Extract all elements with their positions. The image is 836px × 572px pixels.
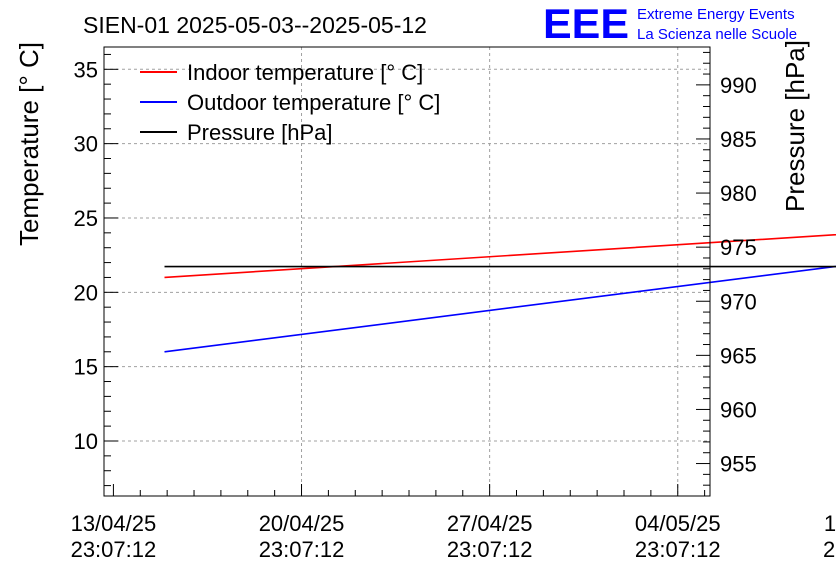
x-tick-label-date: 27/04/25 [447,511,533,536]
x-tick-label-time: 23:07:12 [447,537,533,562]
series-line-outdoor-temperature [164,265,836,353]
x-tick-label-date: 04/05/25 [635,511,721,536]
y-right-tick-label: 980 [720,181,757,206]
x-tick-label-time: 23:07:12 [71,537,157,562]
logo-line-1: Extreme Energy Events [637,6,795,23]
x-tick-label-time: 23:07:12 [823,537,836,562]
y-left-tick-label: 20 [74,280,98,305]
y-axis-label-right: Pressure [hPa] [780,40,810,212]
x-tick-label-time: 23:07:12 [635,537,721,562]
legend-label-pressure: Pressure [hPa] [187,120,333,145]
legend: Indoor temperature [° C] Outdoor tempera… [140,60,440,145]
plot-frame [103,46,711,497]
logo-mark: EEE [543,0,629,47]
y-right-tick-label: 965 [720,343,757,368]
y-right-tick-label: 975 [720,235,757,260]
x-tick-label-date: 13/04/25 [71,511,157,536]
y-left-tick-label: 30 [74,132,98,157]
legend-label-outdoor: Outdoor temperature [° C] [187,90,440,115]
eee-logo: EEE Extreme Energy Events La Scienza nel… [543,0,797,47]
y-right-tick-label: 960 [720,397,757,422]
y-left-tick-label: 35 [74,57,98,82]
y-right-tick-label: 970 [720,289,757,314]
y-right-tick-label: 990 [720,73,757,98]
grid-layer [104,47,710,496]
y-left-tick-label: 15 [74,355,98,380]
y-axis-label-left: Temperature [° C] [14,42,44,246]
x-tick-label-date: 20/04/25 [259,511,345,536]
x-tick-label-time: 23:07:12 [259,537,345,562]
y-right-tick-label: 985 [720,127,757,152]
chart-title: SIEN-01 2025-05-03--2025-05-12 [83,12,427,38]
legend-label-indoor: Indoor temperature [° C] [187,60,423,85]
series-layer [164,233,836,353]
logo-line-2: La Scienza nelle Scuole [637,26,797,43]
y-right-tick-label: 955 [720,452,757,477]
axis-layer: 13/04/2523:07:1220/04/2523:07:1227/04/25… [71,51,836,562]
y-left-tick-label: 10 [74,429,98,454]
x-tick-label-date: 11/05/25 [824,511,836,536]
y-left-tick-label: 25 [74,206,98,231]
